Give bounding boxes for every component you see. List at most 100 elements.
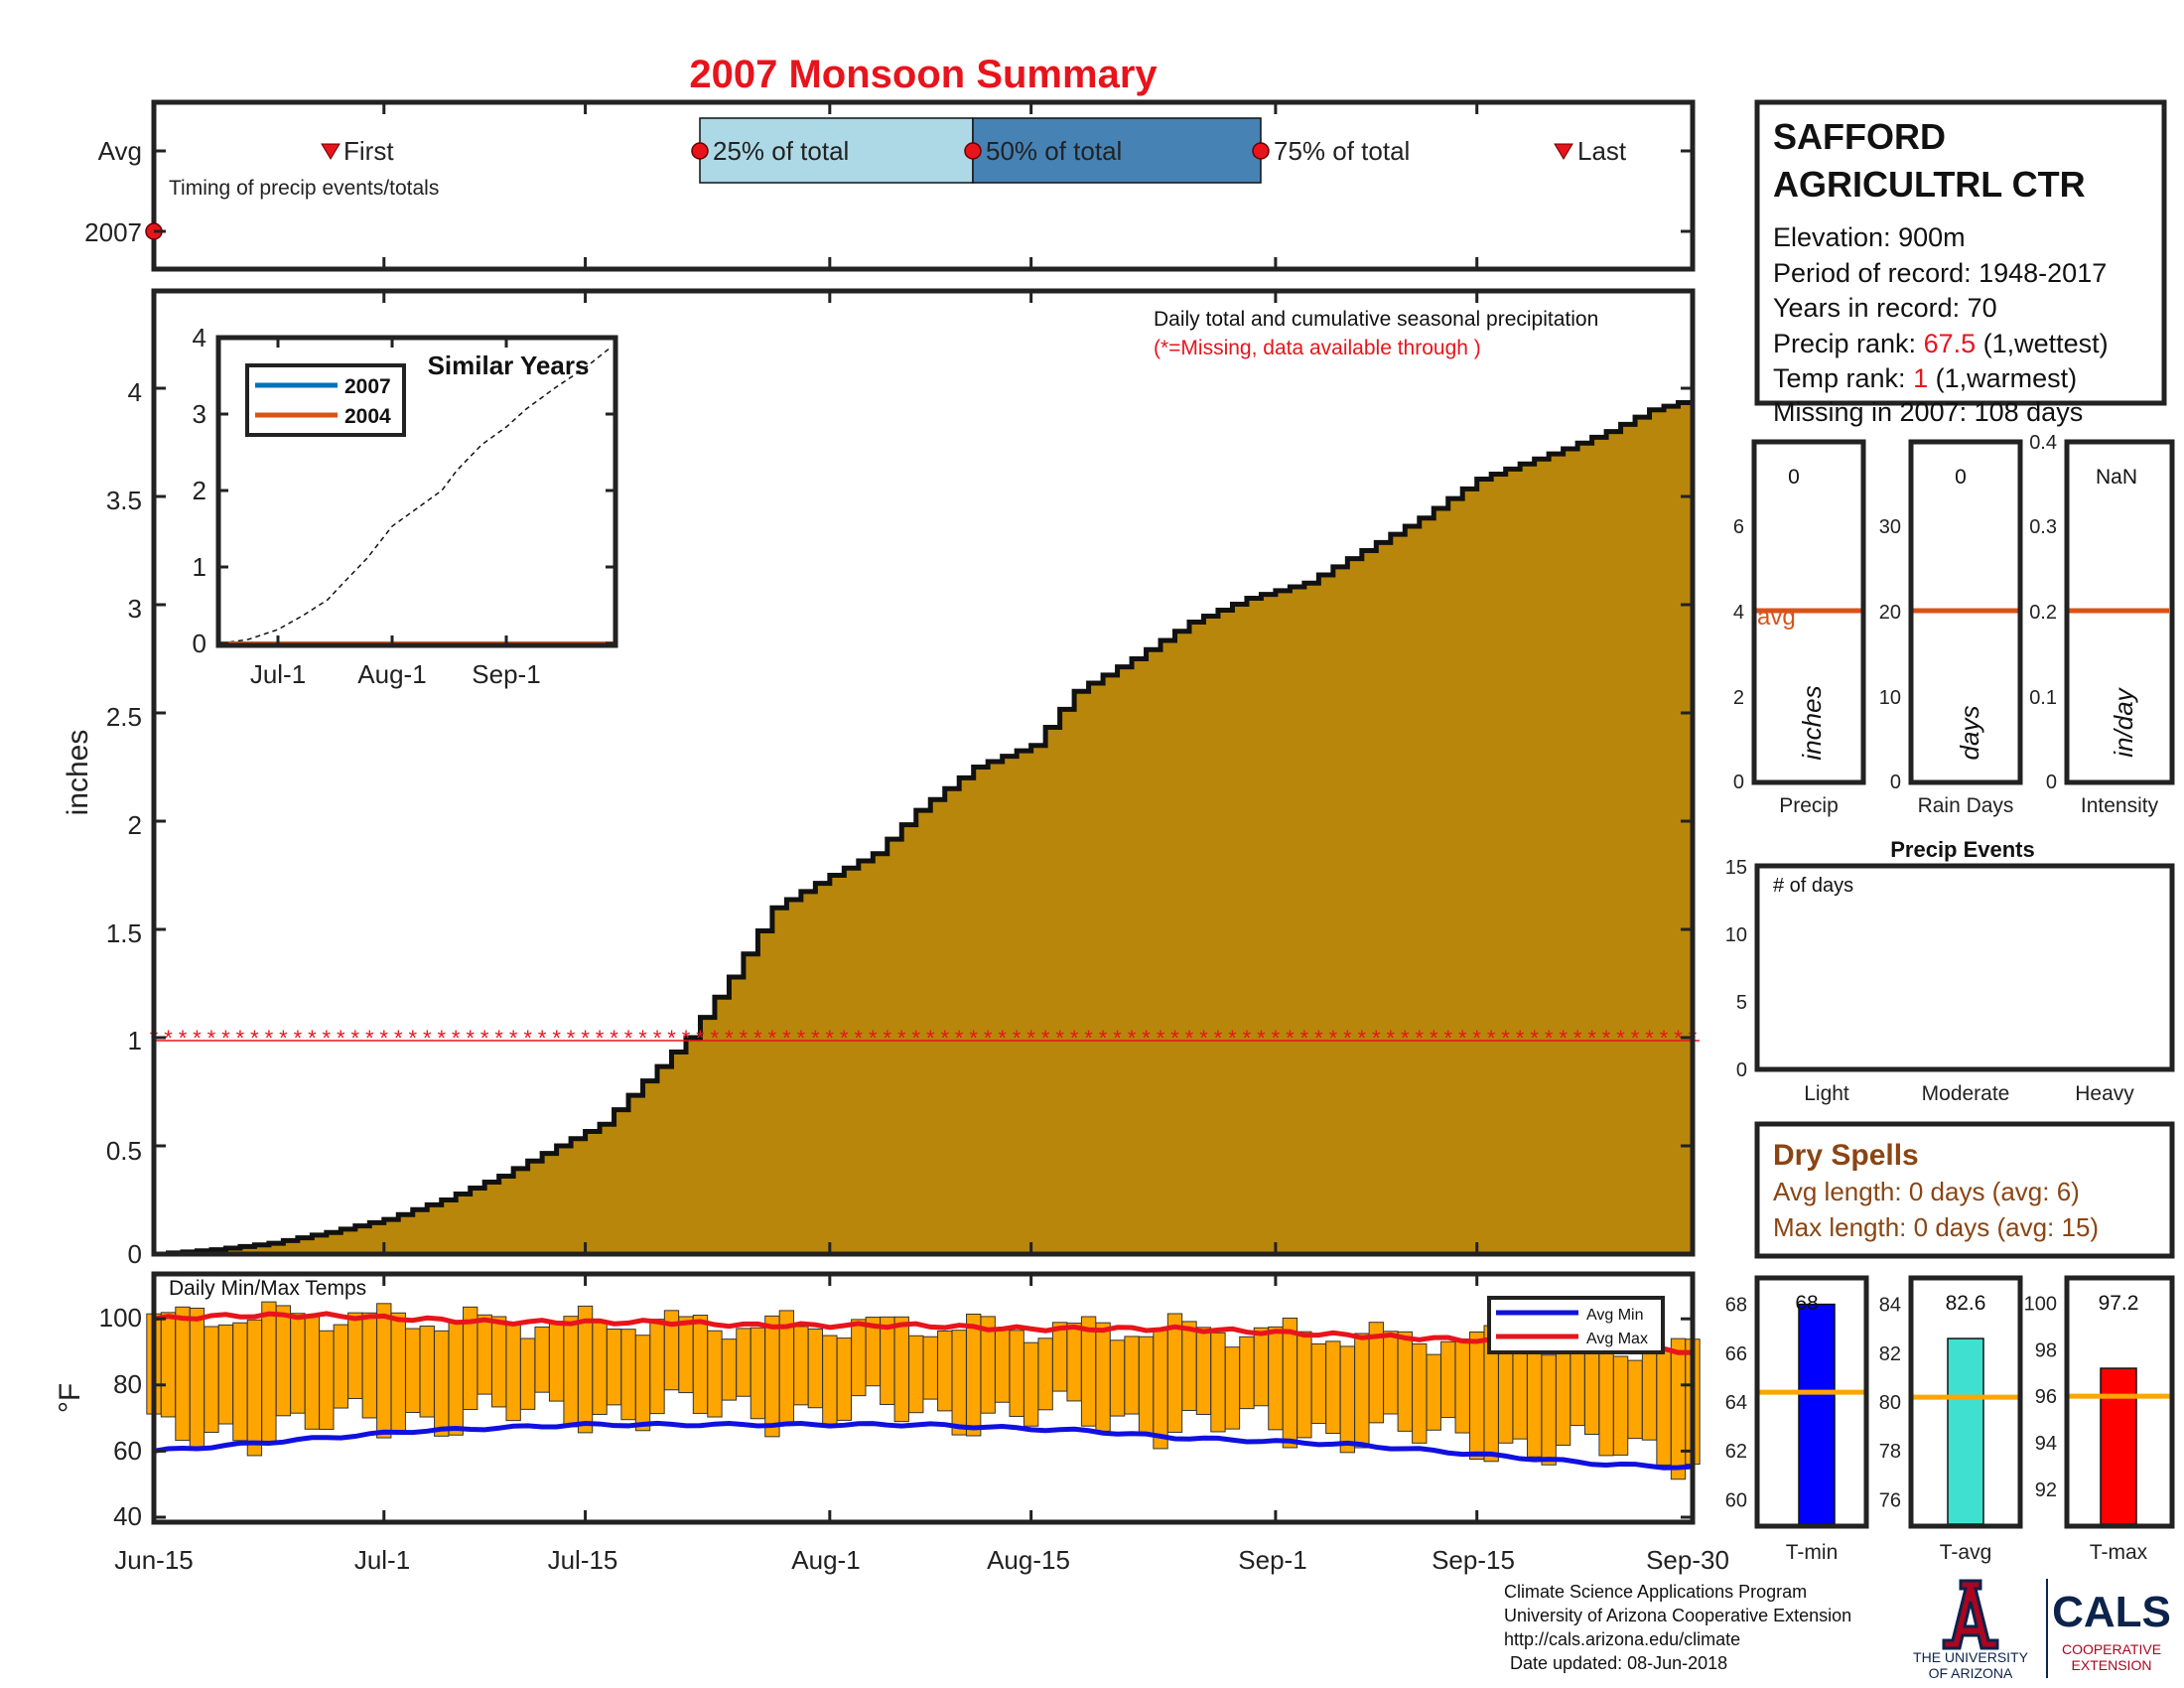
- xtick-sep30: Sep-30: [1646, 1545, 1729, 1575]
- daily-temp-bar: [1656, 1350, 1672, 1466]
- daily-temp-bar: [937, 1330, 953, 1412]
- missing-star-marker: *: [581, 1026, 590, 1051]
- missing-star-marker: *: [638, 1026, 647, 1051]
- missing-star-marker: *: [1602, 1026, 1611, 1051]
- daily-temp-bar: [1166, 1313, 1183, 1433]
- temp-rank-value: 1: [1913, 363, 1928, 393]
- tmax-ytick-96: 96: [2035, 1386, 2057, 1408]
- precip-total-unit: inches: [1797, 685, 1827, 760]
- daily-temp-bar: [721, 1338, 738, 1401]
- main-ytick-1: 1: [128, 1026, 142, 1055]
- footer-date: Date updated: 08-Jun-2018: [1510, 1653, 1727, 1673]
- daily-temp-bar: [1080, 1316, 1097, 1427]
- temp-legend: Avg Min Avg Max: [1487, 1296, 1665, 1354]
- tmin-label: T-min: [1786, 1541, 1839, 1564]
- missing-star-marker: *: [1128, 1026, 1137, 1051]
- missing-star-marker: *: [279, 1026, 288, 1051]
- tavg-frame: [1908, 1275, 2023, 1529]
- missing-star-marker: *: [797, 1026, 806, 1051]
- missing-star-marker: *: [840, 1026, 849, 1051]
- missing-star-marker: *: [1616, 1026, 1625, 1051]
- inset-ytick-1: 1: [193, 552, 206, 582]
- xtick-sep15: Sep-15: [1432, 1545, 1515, 1575]
- timing-ylabel-year: 2007: [84, 217, 142, 247]
- ua-name-line1: THE UNIVERSITY: [1913, 1649, 2029, 1665]
- missing-star-marker: *: [1142, 1026, 1151, 1051]
- missing-star-marker: *: [1099, 1026, 1108, 1051]
- missing-star-marker: *: [1228, 1026, 1237, 1051]
- missing-star-marker: *: [653, 1026, 662, 1051]
- missing-star-marker: *: [624, 1026, 633, 1051]
- daily-temp-bar: [880, 1316, 895, 1405]
- daily-temp-bar: [764, 1315, 780, 1438]
- daily-temp-bar: [1066, 1323, 1082, 1402]
- tmin-ytick-64: 64: [1725, 1392, 1747, 1414]
- daily-temp-bar: [678, 1316, 694, 1394]
- missing-star-marker: *: [1314, 1026, 1323, 1051]
- daily-temp-bar: [505, 1324, 521, 1422]
- main-ytick-3: 3: [128, 594, 142, 624]
- inset-axis-ticks: [218, 336, 615, 645]
- daily-temp-bar: [750, 1327, 766, 1420]
- missing-star-marker: *: [337, 1026, 345, 1051]
- daily-temp-bar: [390, 1312, 406, 1431]
- daily-temp-bar: [649, 1319, 665, 1415]
- missing-star-marker: *: [179, 1026, 188, 1051]
- tmax-bar: [2100, 1367, 2137, 1525]
- daily-temp-bar: [217, 1324, 234, 1425]
- timing-q1-box: [699, 117, 974, 184]
- daily-temp-bar: [1397, 1331, 1413, 1432]
- tavg-bar: [1947, 1337, 1984, 1525]
- cumulative-precip-step-line: [154, 398, 1696, 1257]
- timing-ylabel-avg: Avg: [98, 136, 142, 166]
- temp-ytick-40: 40: [113, 1501, 142, 1531]
- missing-star-marker: *: [1430, 1026, 1438, 1051]
- inset-ytick-0: 0: [193, 629, 206, 658]
- inset-ytick-2: 2: [193, 476, 206, 505]
- daily-temp-bar: [232, 1322, 248, 1442]
- missing-star-marker: *: [1358, 1026, 1367, 1051]
- tmin-ytick-66: 66: [1725, 1343, 1747, 1365]
- q50-marker-icon: [964, 142, 982, 160]
- station-precip-rank: Precip rank: 67.5 (1,wettest): [1773, 329, 2109, 358]
- temp-frame: [151, 1271, 1696, 1525]
- daily-temp-bar: [1023, 1341, 1039, 1427]
- missing-star-marker: *: [1300, 1026, 1309, 1051]
- missing-star-marker: *: [509, 1026, 518, 1051]
- missing-star-marker: *: [207, 1026, 216, 1051]
- daily-temp-bar: [822, 1335, 838, 1425]
- dry-spells-title: Dry Spells: [1773, 1139, 1919, 1172]
- main-ytick-2: 2: [128, 810, 142, 840]
- rain-days-frame: [1908, 439, 2023, 785]
- daily-temp-bar: [361, 1312, 377, 1419]
- missing-star-marker: *: [1026, 1026, 1035, 1051]
- tavg-panel: 82.6 T-avg 76 78 80 82 84: [1879, 1275, 2023, 1564]
- inset-xtick-sep: Sep-1: [472, 659, 540, 689]
- daily-temp-bar: [893, 1316, 909, 1423]
- missing-data-markers: * * * * * * * * * * * * * * * * * * * * * * * * * * * * * * * * * * * * * * * *…: [150, 1026, 1698, 1051]
- missing-star-marker: *: [236, 1026, 245, 1051]
- daily-temp-bar: [1310, 1343, 1327, 1425]
- main-frame: [151, 288, 1696, 1257]
- daily-temp-bar: [563, 1316, 579, 1428]
- daily-temp-bar: [1009, 1330, 1024, 1417]
- daily-temp-bar: [1454, 1338, 1470, 1434]
- missing-star-marker: *: [394, 1026, 403, 1051]
- xtick-jun15: Jun-15: [114, 1545, 194, 1575]
- tmin-value: 68: [1795, 1292, 1818, 1315]
- daily-temp-bar: [1239, 1336, 1255, 1410]
- dry-spells-frame: [1754, 1121, 2175, 1259]
- daily-temp-bar: [606, 1329, 622, 1406]
- inset-xtick-aug: Aug-1: [357, 659, 426, 689]
- events-ytick-0: 0: [1736, 1059, 1747, 1081]
- inset-dashed-cumulative: [219, 347, 612, 644]
- missing-star-marker: *: [1329, 1026, 1338, 1051]
- missing-star-marker: *: [1559, 1026, 1568, 1051]
- daily-temp-bar: [434, 1330, 450, 1437]
- missing-star-marker: *: [811, 1026, 820, 1051]
- missing-star-marker: *: [768, 1026, 777, 1051]
- daily-temp-bar: [204, 1326, 219, 1434]
- tavg-value: 82.6: [1946, 1292, 1986, 1315]
- daily-temp-bar: [1627, 1359, 1643, 1440]
- daily-temp-bar: [1339, 1345, 1356, 1454]
